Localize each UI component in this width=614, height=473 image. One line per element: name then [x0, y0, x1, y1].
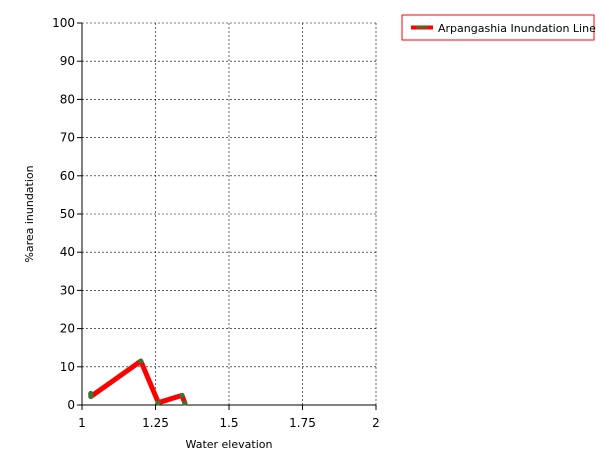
y-tick-label: 20 [60, 322, 75, 336]
x-tick-label: 1 [78, 416, 86, 430]
data-point [179, 392, 185, 398]
y-tick-label: 90 [60, 54, 75, 68]
x-tick-label: 1.5 [219, 416, 238, 430]
tick-labels: 0 10 20 30 40 50 60 70 80 90 100 1 1.25 1.5 1.75 2 [52, 16, 380, 430]
data-point [88, 394, 94, 400]
y-tick-label: 10 [60, 360, 75, 374]
axes [77, 22, 377, 410]
y-tick-label: 50 [60, 207, 75, 221]
y-tick-label: 60 [60, 169, 75, 183]
legend-box [401, 14, 595, 41]
y-tick-label: 70 [60, 131, 75, 145]
y-tick-label: 40 [60, 245, 75, 259]
y-axis-title: %area inundation [23, 165, 36, 262]
y-tick-label: 100 [52, 16, 75, 30]
y-tick-label: 80 [60, 92, 75, 106]
data-point [155, 400, 161, 406]
y-tick-label: 30 [60, 283, 75, 297]
x-tick-label: 2 [372, 416, 380, 430]
series-layer [88, 358, 188, 406]
data-point [182, 400, 188, 406]
y-tick-label: 0 [67, 398, 75, 412]
x-axis-title: Water elevation [186, 438, 273, 451]
legend-label: Arpangashia Inundation Line [438, 22, 596, 35]
legend: Arpangashia Inundation Line [401, 14, 596, 41]
x-tick-label: 1.25 [142, 416, 169, 430]
data-point [138, 358, 144, 364]
x-tick-label: 1.75 [289, 416, 316, 430]
